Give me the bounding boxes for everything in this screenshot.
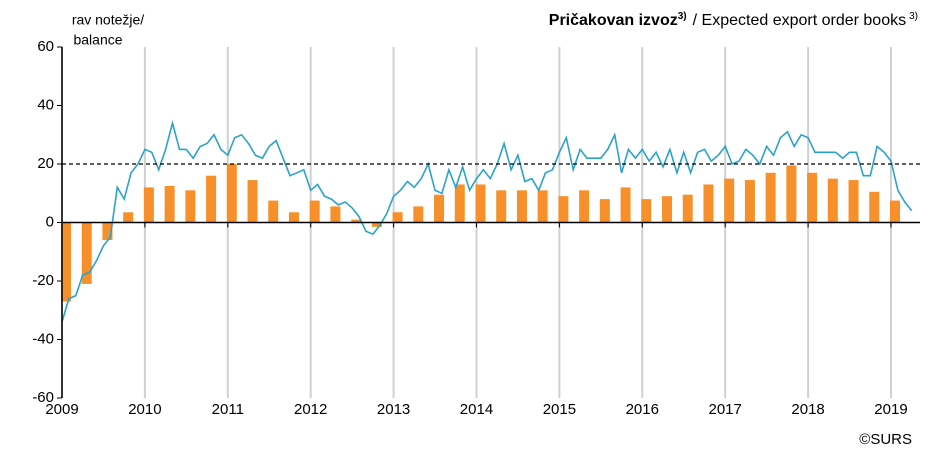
bar bbox=[392, 212, 403, 223]
x-tick-label: 2011 bbox=[212, 401, 244, 418]
bar bbox=[889, 200, 900, 223]
bar bbox=[475, 184, 486, 223]
y-tick-label: -20 bbox=[32, 272, 54, 289]
bar bbox=[724, 178, 735, 223]
y-tick-label: -60 bbox=[32, 389, 54, 406]
bar bbox=[579, 190, 590, 223]
y-tick-label: 20 bbox=[37, 155, 54, 172]
bar bbox=[599, 199, 610, 223]
bar bbox=[641, 199, 652, 223]
bar bbox=[123, 212, 134, 223]
bar bbox=[516, 190, 527, 223]
x-tick-label: 2016 bbox=[626, 401, 659, 418]
chart-title: Pričakovan izvoz3) / Expected export orde… bbox=[549, 11, 918, 30]
bar bbox=[454, 184, 465, 223]
bar bbox=[81, 222, 92, 284]
line bbox=[61, 119, 913, 323]
bar bbox=[807, 172, 818, 223]
x-tick-label: 2009 bbox=[45, 401, 78, 418]
bar bbox=[620, 187, 631, 223]
title-bold: Pričakovan izvoz bbox=[549, 12, 678, 29]
bar bbox=[288, 212, 299, 223]
y-tick-label: 60 bbox=[37, 38, 54, 55]
bar bbox=[744, 180, 755, 223]
x-tick-label: 2017 bbox=[709, 401, 742, 418]
title-text: / Expected export order books bbox=[693, 12, 906, 29]
y-axis-label: rav notežje/ bbox=[72, 12, 144, 28]
bar bbox=[703, 184, 714, 223]
bar bbox=[330, 206, 341, 223]
x-tick-label: 2019 bbox=[874, 401, 907, 418]
y-tick-label: -40 bbox=[32, 330, 54, 347]
bar bbox=[869, 191, 880, 223]
x-tick-label: 2013 bbox=[377, 401, 410, 418]
y-tick-label: 0 bbox=[46, 213, 54, 230]
bar bbox=[434, 194, 445, 223]
bar bbox=[185, 190, 196, 223]
bar bbox=[786, 165, 797, 223]
x-tick-label: 2015 bbox=[543, 401, 576, 418]
y-tick-label: 40 bbox=[37, 96, 54, 113]
bar bbox=[682, 194, 693, 223]
bar bbox=[351, 219, 362, 223]
bar bbox=[268, 200, 279, 223]
bar bbox=[537, 190, 548, 223]
bar bbox=[61, 222, 71, 302]
bar bbox=[827, 178, 838, 223]
bar bbox=[371, 222, 382, 227]
bar bbox=[206, 175, 217, 223]
x-tick-label: 2014 bbox=[460, 401, 493, 418]
bar bbox=[226, 164, 237, 223]
bar bbox=[309, 200, 320, 223]
bar bbox=[143, 187, 154, 223]
bar bbox=[496, 190, 507, 223]
x-tick-label: 2018 bbox=[791, 401, 824, 418]
x-tick-label: 2010 bbox=[128, 401, 161, 418]
y-axis-label: balance bbox=[73, 32, 122, 48]
bar bbox=[413, 206, 424, 223]
bar bbox=[247, 180, 258, 223]
bar bbox=[102, 222, 113, 241]
bar bbox=[164, 185, 175, 223]
bar bbox=[558, 196, 569, 223]
bar bbox=[765, 172, 776, 223]
title-note: 3) bbox=[678, 11, 687, 22]
source: ©SURS bbox=[859, 431, 912, 448]
x-tick-label: 2012 bbox=[294, 401, 327, 418]
bar bbox=[662, 196, 673, 223]
title-note: 3) bbox=[909, 11, 918, 22]
bar bbox=[848, 180, 859, 223]
